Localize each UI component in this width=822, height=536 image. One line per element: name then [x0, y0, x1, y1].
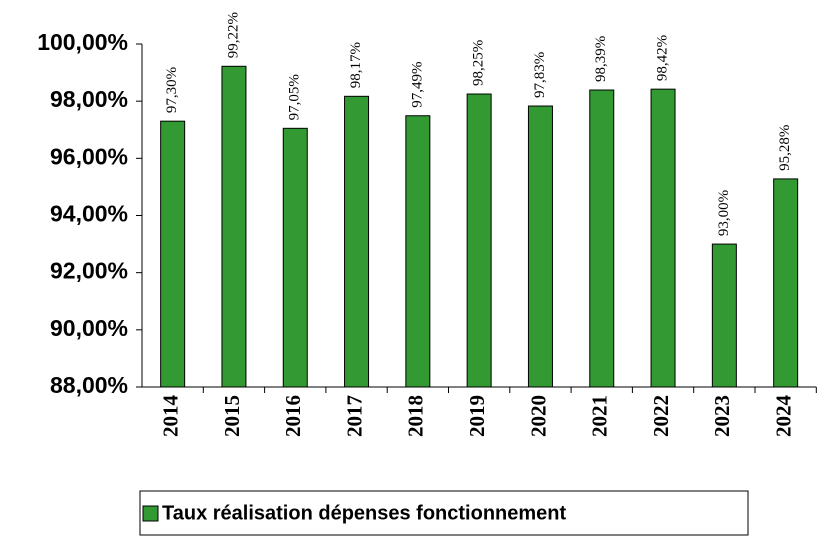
x-tick-label: 2016	[281, 395, 305, 437]
value-label: 98,25%	[471, 40, 487, 86]
value-label: 97,05%	[287, 74, 303, 120]
y-tick-label: 94,00%	[50, 201, 128, 227]
value-label: 95,28%	[777, 125, 793, 171]
x-tick-label: 2014	[158, 395, 182, 438]
x-tick-label: 2017	[342, 395, 366, 437]
bar	[160, 120, 186, 388]
x-tick-label: 2018	[404, 395, 428, 437]
y-tick-label: 90,00%	[50, 315, 128, 341]
bar	[282, 127, 308, 388]
bar	[527, 105, 553, 388]
x-tick-label: 2020	[526, 395, 550, 437]
bar	[650, 88, 676, 388]
value-label: 98,17%	[348, 42, 364, 88]
bar	[405, 115, 431, 388]
bar	[221, 65, 247, 388]
value-label: 98,39%	[593, 36, 609, 82]
legend-label: Taux réalisation dépenses fonctionnement	[162, 502, 567, 524]
y-tick-label: 92,00%	[50, 258, 128, 284]
x-tick-label: 2015	[220, 395, 244, 437]
bar	[466, 93, 492, 388]
x-tick-label: 2021	[588, 395, 612, 437]
value-label: 98,42%	[654, 35, 670, 81]
value-label: 93,00%	[716, 190, 732, 236]
y-tick-label: 100,00%	[37, 29, 128, 55]
bar	[344, 95, 370, 388]
bar	[773, 178, 799, 388]
y-tick-label: 98,00%	[50, 86, 128, 112]
value-label: 97,49%	[409, 61, 425, 107]
value-label: 97,30%	[164, 67, 180, 113]
value-label: 97,83%	[532, 52, 548, 98]
x-tick-label: 2024	[771, 395, 795, 438]
x-tick-label: 2022	[649, 395, 673, 437]
y-tick-label: 88,00%	[50, 372, 128, 398]
x-tick-label: 2023	[710, 395, 734, 437]
bar	[589, 89, 615, 388]
y-tick-label: 96,00%	[50, 143, 128, 169]
x-tick-label: 2019	[465, 395, 489, 437]
value-label: 99,22%	[225, 12, 241, 58]
legend-swatch	[142, 505, 159, 522]
bar	[711, 243, 737, 388]
legend-box	[139, 490, 749, 536]
